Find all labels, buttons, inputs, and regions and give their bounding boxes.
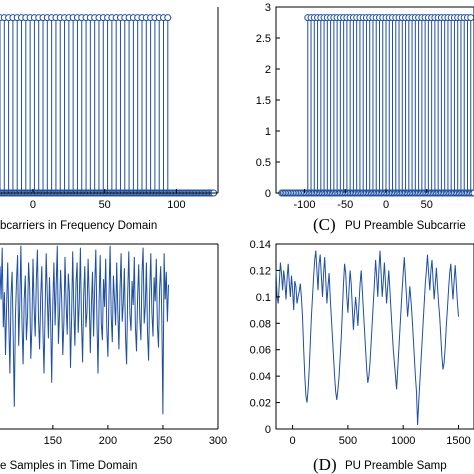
panel-d-marks: [275, 250, 459, 426]
panel-b-xtick-label: 300: [209, 435, 227, 447]
panel-c-ytick-label: 1: [265, 126, 271, 138]
panel-d-xtick-label: 1500: [446, 435, 470, 447]
panel-b-marks: [0, 245, 169, 415]
panel-d-ytick-label: 0.12: [250, 265, 271, 277]
panel-d-ytick-label: 0.06: [250, 345, 271, 357]
panel-a-marks: [0, 14, 218, 197]
panel-c-ytick-label: 2: [265, 64, 271, 76]
panel-d-axes: [275, 243, 474, 430]
panel-c: -100 -50 0 50 0 0.5 1 1.5 2 2.5 3 (C) PU Preamble …: [256, 2, 474, 234]
panel-c-xtick-label: 0: [383, 199, 389, 211]
panel-d-ticks: 0 500 1000 1500 0 0.02 0.04 0.06 0.08 0.1 0.12 0.14: [250, 239, 471, 447]
panel-c-xtick-label: 50: [421, 199, 433, 211]
panel-a-stem-marker: [164, 14, 172, 22]
panel-a-xtick-label: 100: [167, 199, 185, 211]
panel-d-ytick-label: 0.1: [256, 292, 271, 304]
panel-d-ytick-label: 0.14: [250, 239, 271, 251]
panel-c-caption: PU Preamble Subcarrie: [345, 220, 466, 232]
panel-c-ytick-label: 0: [265, 188, 271, 200]
panel-d-caption: PU Preamble Samp: [345, 460, 447, 472]
panel-c-stem-marker: [467, 14, 474, 22]
panel-c-ticks: -100 -50 0 50 0 0.5 1 1.5 2 2.5 3: [256, 2, 433, 211]
panel-b-xtick-label: 150: [44, 435, 62, 447]
panel-d-ytick-label: 0.04: [250, 371, 271, 383]
panel-a: 0 50 100 bcarriers in Frequency Domain: [0, 7, 219, 232]
panel-d-xtick-label: 500: [339, 435, 357, 447]
panel-d: 0 500 1000 1500 0 0.02 0.04 0.06 0.08 0.1 0.12 0.14…: [250, 239, 474, 474]
panel-d-ytick-label: 0: [265, 424, 271, 436]
panel-c-ytick-label: 1.5: [256, 95, 271, 107]
panel-c-xtick-label: -50: [337, 199, 353, 211]
panel-a-caption: bcarriers in Frequency Domain: [0, 220, 157, 232]
panel-d-ytick-label: 0.08: [250, 318, 271, 330]
panel-c-ytick-label: 3: [265, 2, 271, 14]
panel-a-ticks: 0 50 100: [30, 189, 186, 211]
panel-b-caption: e Samples in Time Domain: [0, 460, 137, 472]
panel-c-ytick-label: 2.5: [256, 33, 271, 45]
panel-c-xtick-label: -100: [294, 199, 316, 211]
panel-b-ticks: 150 200 250 300: [44, 425, 227, 447]
panel-d-caption-letter: (D): [313, 455, 337, 474]
panel-b-xtick-label: 200: [99, 435, 117, 447]
panel-d-series-line: [275, 250, 459, 426]
panel-b-series-line: [0, 245, 169, 415]
panel-a-xtick-label: 50: [99, 199, 111, 211]
panel-c-marks: [278, 14, 474, 197]
panel-c-caption-letter: (C): [313, 215, 336, 234]
panel-d-ytick-label: 0.02: [250, 398, 271, 410]
panel-b: 150 200 250 300 e Samples in Time Domain: [0, 243, 227, 472]
panel-c-ytick-label: 0.5: [256, 157, 271, 169]
panel-d-xtick-label: 0: [290, 435, 296, 447]
panel-a-xtick-label: 0: [30, 199, 36, 211]
panel-b-xtick-label: 250: [154, 435, 172, 447]
panel-d-xtick-label: 1000: [391, 435, 415, 447]
